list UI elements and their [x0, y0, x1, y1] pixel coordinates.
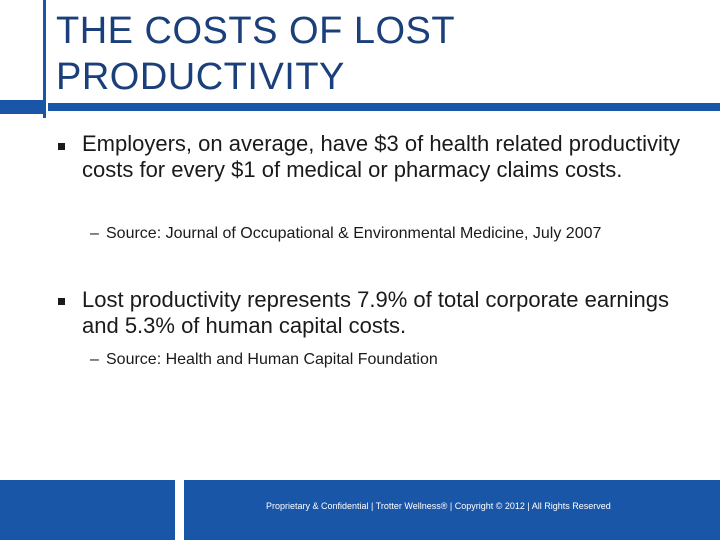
title-accent-bar-block	[0, 100, 44, 114]
title-accent-bar	[0, 100, 720, 114]
title-accent-bar-line	[48, 103, 720, 111]
footer-bar-right	[184, 480, 720, 540]
footer-bar-left	[0, 480, 175, 540]
bullet-square-icon	[58, 298, 65, 305]
bullet-text-2: Lost productivity represents 7.9% of tot…	[82, 287, 669, 338]
source-text-1: Source: Journal of Occupational & Enviro…	[106, 225, 602, 242]
slide-title: THE COSTS OF LOST PRODUCTIVITY	[56, 10, 455, 98]
bullet-text-1: Employers, on average, have $3 of health…	[82, 131, 681, 182]
footer-copyright: Proprietary & Confidential | Trotter Wel…	[266, 501, 611, 511]
dash-icon: –	[90, 225, 99, 242]
source-text-2: Source: Health and Human Capital Foundat…	[106, 351, 438, 368]
left-accent-rule	[43, 0, 46, 118]
bullet-square-icon	[58, 143, 65, 150]
bullet-source-2: – Source: Health and Human Capital Founda…	[90, 350, 690, 370]
dash-icon: –	[90, 351, 99, 368]
bullet-source-1: – Source: Journal of Occupational & Envir…	[90, 224, 690, 244]
